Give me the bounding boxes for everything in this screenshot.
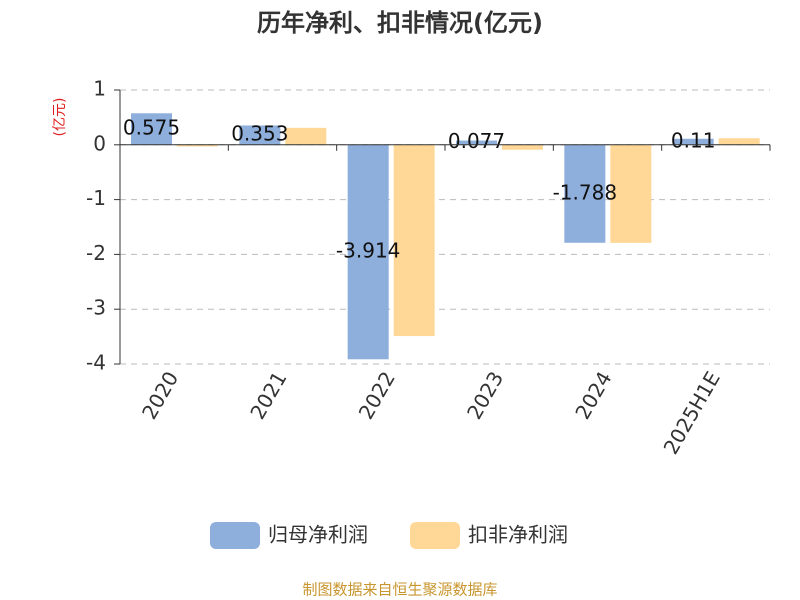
bar	[347, 144, 389, 360]
data-label: -3.914	[336, 239, 400, 263]
legend-label: 归母净利润	[268, 523, 368, 547]
y-axis-label: (亿元)	[52, 98, 68, 137]
footer: 制图数据来自恒生聚源数据库	[302, 581, 497, 599]
bar	[131, 113, 172, 145]
bar	[672, 138, 714, 145]
data-label: 0.077	[448, 129, 505, 153]
bar	[564, 144, 606, 243]
y-tick-label: -1	[86, 186, 106, 210]
x-tick-label: 2024	[570, 367, 616, 423]
bar	[393, 144, 435, 337]
bar	[239, 125, 281, 145]
y-tick-label: 0	[93, 131, 106, 155]
bar	[718, 138, 760, 145]
data-label: 0.353	[231, 122, 288, 146]
legend-label: 扣非净利润	[468, 523, 568, 547]
data-label: 0.575	[123, 116, 180, 140]
y-tick-label: -2	[86, 241, 106, 265]
x-tick-label: 2020	[137, 367, 183, 423]
bar	[456, 140, 497, 145]
y-tick-label: 1	[93, 77, 106, 101]
x-tick-label: 2021	[245, 367, 291, 423]
x-tick-label: 2023	[462, 367, 508, 423]
bar	[177, 144, 218, 147]
data-label: 0.11	[671, 128, 716, 152]
bar	[610, 144, 652, 243]
x-tick-label: 2022	[354, 367, 400, 423]
legend-swatch	[210, 522, 260, 549]
bar	[285, 127, 327, 145]
y-tick-label: -4	[86, 351, 106, 375]
y-tick-label: -3	[86, 296, 106, 320]
chart-title: 历年净利、扣非情况(亿元)	[257, 9, 543, 37]
x-tick-label: 2025H1E	[658, 367, 724, 458]
data-label: -1.788	[553, 180, 617, 204]
legend-swatch	[410, 522, 460, 549]
bar	[502, 144, 543, 150]
